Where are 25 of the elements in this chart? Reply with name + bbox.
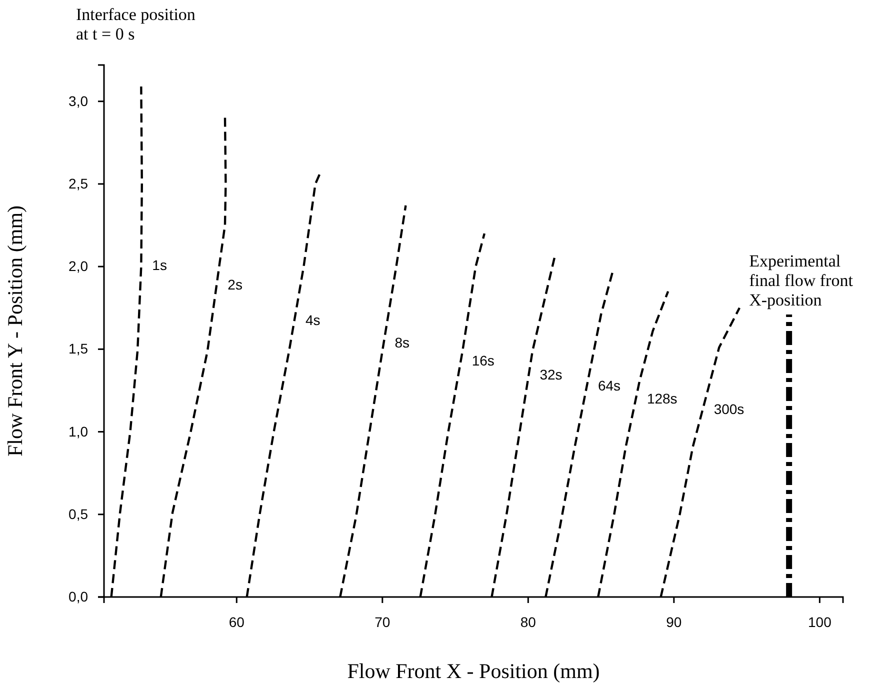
text: Interface position at t = 0 s [76, 5, 196, 44]
y-axis-title: Flow Front Y - Position (mm) [3, 205, 27, 457]
series-label: 1s [152, 257, 167, 274]
y-tick-label: 2,0 [68, 258, 88, 274]
series-label: 64s [598, 377, 621, 394]
series-label: 8s [394, 334, 410, 350]
y-tick-label: 2,5 [68, 175, 88, 192]
x-tick-label: 60 [228, 614, 245, 630]
y-tick-label: 0,5 [68, 506, 88, 522]
y-tick-label: 0,0 [68, 588, 88, 604]
x-tick-label: 80 [520, 614, 536, 630]
series-label: 32s [540, 366, 562, 383]
x-tick-label: 70 [374, 614, 390, 630]
y-tick-label: 3,0 [68, 92, 88, 109]
series-label: 16s [472, 352, 494, 369]
x-tick-label: 100 [808, 614, 832, 630]
y-tick-label: 1,5 [68, 340, 88, 357]
series-label: 128s [646, 390, 678, 406]
x-tick-label: 90 [666, 614, 682, 630]
series-label: 300s [714, 401, 744, 418]
text: Experimental final flow front X-position [749, 251, 854, 310]
y-tick-label: 1,0 [68, 423, 88, 440]
series-label: 4s [305, 312, 320, 328]
series-label: 2s [228, 276, 242, 292]
x-axis-title: Flow Front X - Position (mm) [347, 659, 600, 683]
